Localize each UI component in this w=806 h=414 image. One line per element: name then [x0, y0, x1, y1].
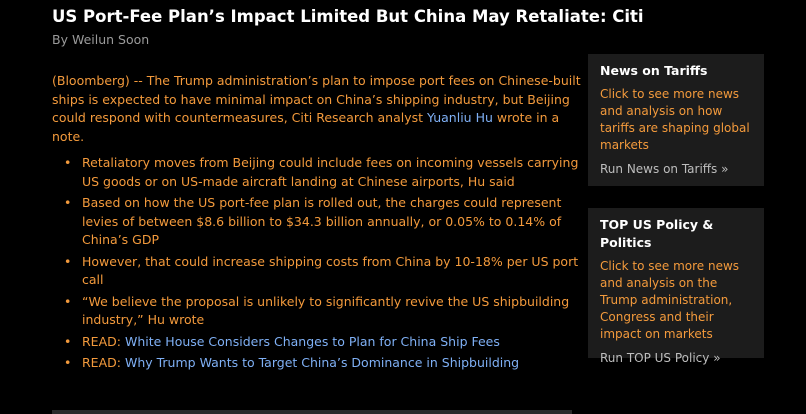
- bullet-icon: •: [64, 253, 72, 269]
- bullet-icon: •: [64, 195, 72, 210]
- analyst-link[interactable]: Yuanliu Hu: [427, 110, 493, 125]
- read-link-ship-fees[interactable]: White House Considers Changes to Plan fo…: [124, 333, 500, 349]
- lead-paragraph: (Bloomberg) -- The Trump administration’…: [52, 72, 582, 146]
- read-prefix: READ:: [82, 355, 121, 370]
- bullet-icon: •: [64, 155, 72, 170]
- read-prefix: READ:: [82, 333, 121, 349]
- panel-description-link[interactable]: Click to see more news and analysis on h…: [600, 87, 750, 152]
- lead-text-end: wrote in a note.: [52, 110, 560, 144]
- panel-title: News on Tariffs: [600, 63, 708, 78]
- bullet-text: “We believe the proposal is unlikely to …: [82, 293, 570, 328]
- tariffs-panel[interactable]: News on Tariffs Click to see more news a…: [588, 54, 764, 186]
- bullet-text: Based on how the US port-fee plan is rol…: [82, 195, 562, 247]
- list-item: • Based on how the US port-fee plan is ro…: [52, 194, 582, 250]
- read-item: • READ: White House Considers Changes to …: [52, 333, 582, 352]
- list-item: • Retaliatory moves from Beijing could in…: [52, 154, 582, 191]
- bullet-text: However, that could increase shipping co…: [82, 253, 579, 288]
- list-item: • “We believe the proposal is unlikely to…: [52, 293, 582, 330]
- bullet-list: • Retaliatory moves from Beijing could in…: [52, 154, 582, 373]
- bottom-divider: [52, 410, 572, 414]
- bullet-icon: •: [64, 355, 72, 370]
- lead-text-start: (Bloomberg) -- The Trump administration’…: [52, 73, 581, 125]
- article-body: (Bloomberg) -- The Trump administration’…: [52, 72, 582, 376]
- list-item: • However, that could increase shipping c…: [52, 253, 582, 290]
- run-us-policy-link[interactable]: Run TOP US Policy »: [600, 351, 721, 365]
- panel-description-link[interactable]: Click to see more news and analysis on t…: [600, 259, 740, 341]
- bullet-text: Retaliatory moves from Beijing could inc…: [82, 155, 579, 189]
- article-headline: US Port-Fee Plan’s Impact Limited But Ch…: [52, 7, 644, 26]
- us-policy-panel[interactable]: TOP US Policy & Politics Click to see mo…: [588, 208, 764, 365]
- read-link-shipbuilding[interactable]: Why Trump Wants to Target China’s Domina…: [124, 355, 520, 370]
- bullet-icon: •: [64, 333, 72, 349]
- run-tariffs-link[interactable]: Run News on Tariffs »: [600, 162, 729, 176]
- read-item: • READ: Why Trump Wants to Target China’s…: [52, 354, 582, 373]
- bullet-icon: •: [64, 293, 72, 309]
- article-byline: By Weilun Soon: [52, 32, 150, 47]
- panel-title: TOP US Policy & Politics: [600, 217, 714, 250]
